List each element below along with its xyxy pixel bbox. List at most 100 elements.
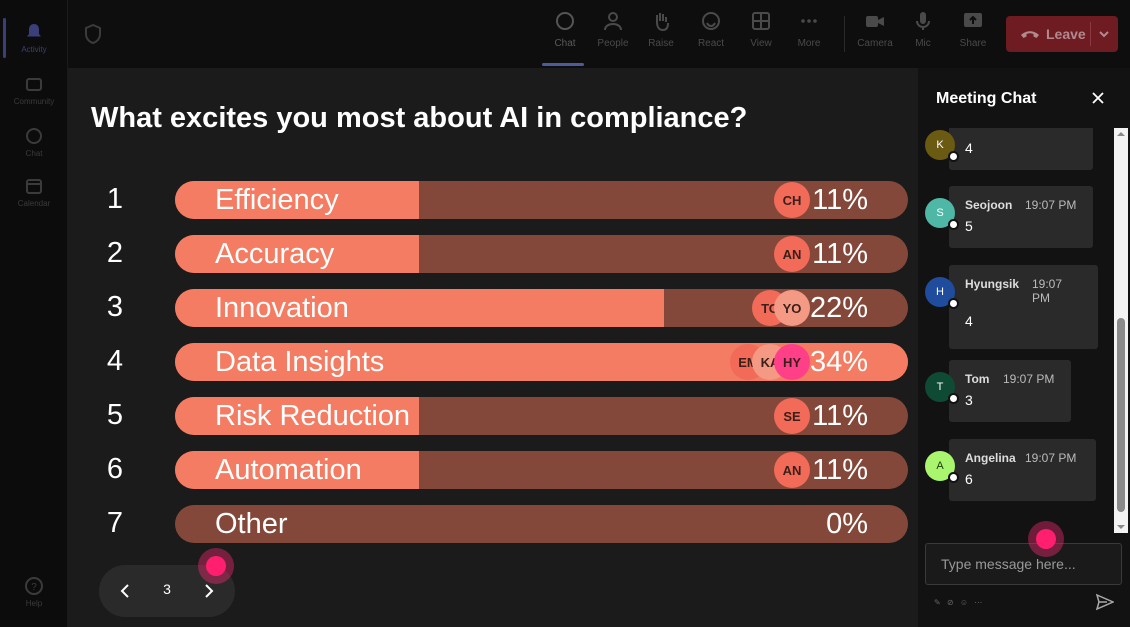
- poll-option-row: 4 Data Insights 34% EM KA HY: [68, 343, 918, 381]
- option-percent: 11%: [812, 454, 868, 486]
- option-number: 2: [106, 237, 124, 269]
- more-icon: [801, 19, 817, 23]
- toolbar-camera-button[interactable]: Camera: [852, 10, 898, 62]
- rail-label: Calendar: [17, 199, 51, 208]
- option-percent: 11%: [812, 238, 868, 270]
- next-page-button[interactable]: [197, 579, 221, 603]
- message-text: 4: [965, 140, 973, 156]
- close-icon[interactable]: [1090, 90, 1106, 106]
- sender-avatar: A: [925, 451, 959, 483]
- smile-icon: [702, 12, 720, 30]
- meeting-chat-panel: Meeting Chat 4 K Seojoon 19:07 PM 5 S Hyungsik…: [918, 68, 1130, 627]
- toolbar-more-button[interactable]: More: [786, 10, 832, 62]
- leave-button[interactable]: Leave: [1006, 16, 1118, 52]
- option-percent: 11%: [812, 400, 868, 432]
- poll-question: What excites you most about AI in compli…: [91, 102, 748, 134]
- sender-avatar: H: [925, 277, 959, 309]
- result-bar: Efficiency 11% CH: [175, 181, 908, 219]
- option-label: Other: [215, 508, 288, 540]
- scrollbar-thumb[interactable]: [1117, 318, 1125, 512]
- result-bar: Risk Reduction 11% SE: [175, 397, 908, 435]
- people-icon: [604, 12, 622, 31]
- option-number: 6: [106, 453, 124, 485]
- option-label: Risk Reduction: [215, 400, 411, 432]
- voter-avatar: YO: [774, 290, 810, 326]
- grid-icon: [752, 12, 770, 30]
- previous-page-button[interactable]: [113, 579, 137, 603]
- chevron-left-icon: [120, 584, 129, 598]
- toolbar-people-button[interactable]: People: [590, 10, 636, 62]
- result-bar-fill: [175, 451, 420, 489]
- chat-header: Meeting Chat: [918, 68, 1130, 128]
- presence-dot: [948, 219, 959, 230]
- result-bar-fill: [175, 235, 420, 273]
- chat-message-list[interactable]: 4 K Seojoon 19:07 PM 5 S Hyungsik 19:07 PM 4 H Tom…: [918, 128, 1130, 533]
- poll-option-row: 5 Risk Reduction 11% SE: [68, 397, 918, 435]
- message-time: 19:07 PM: [1025, 198, 1077, 212]
- poll-option-row: 7 Other 0%: [68, 505, 918, 543]
- sender-avatar: S: [925, 198, 959, 230]
- chevron-right-icon: [205, 584, 214, 598]
- chat-scrollbar[interactable]: [1114, 128, 1128, 533]
- community-icon: [26, 78, 42, 91]
- formatting-options-icon[interactable]: ✎ ⊘ ☺ ⋯: [934, 598, 985, 607]
- shield-icon: [85, 24, 101, 44]
- chat-message-input[interactable]: [925, 543, 1122, 585]
- option-number: 5: [106, 399, 124, 431]
- voter-avatar: AN: [774, 236, 810, 272]
- message-text: 4: [965, 313, 973, 329]
- toolbar-label: Share: [959, 38, 987, 49]
- message-bubble: Angelina 19:07 PM 6: [949, 439, 1096, 501]
- message-time: 19:07 PM: [1032, 277, 1063, 305]
- poll-option-row: 1 Efficiency 11% CH: [68, 181, 918, 219]
- option-number: 4: [106, 345, 124, 377]
- option-percent: 22%: [809, 292, 868, 324]
- rail-item-community[interactable]: Community: [0, 64, 68, 116]
- scroll-up-icon[interactable]: [1117, 130, 1125, 138]
- result-bar-fill: [175, 181, 420, 219]
- chat-title: Meeting Chat: [936, 90, 1037, 107]
- option-percent: 11%: [812, 184, 868, 216]
- avatar-initial: H: [936, 286, 944, 298]
- option-label: Data Insights: [215, 346, 385, 378]
- option-percent: 0%: [826, 508, 868, 540]
- rail-item-calendar[interactable]: Calendar: [0, 166, 68, 218]
- result-bar: Automation 11% AN: [175, 451, 908, 489]
- toolbar-chat-button[interactable]: Chat: [542, 10, 588, 66]
- mic-icon: [916, 12, 930, 30]
- rail-item-activity[interactable]: Activity: [0, 12, 68, 64]
- voter-avatar: CH: [774, 182, 810, 218]
- toolbar-mic-button[interactable]: Mic: [900, 10, 946, 62]
- toolbar-label: View: [750, 38, 772, 49]
- rail-item-chat[interactable]: Chat: [0, 116, 68, 168]
- meeting-toolbar: Chat People Raise React View More Camera…: [68, 0, 1130, 68]
- message-bubble: Hyungsik 19:07 PM 4: [949, 265, 1098, 349]
- toolbar-share-button[interactable]: Share: [950, 10, 996, 62]
- chat-icon: [26, 128, 42, 144]
- toolbar-raise-button[interactable]: Raise: [638, 10, 684, 62]
- toolbar-view-button[interactable]: View: [738, 10, 784, 62]
- result-bar: Data Insights 34% EM KA HY: [175, 343, 908, 381]
- sender-name: Tom: [965, 372, 990, 386]
- rail-label: Chat: [25, 149, 43, 158]
- scroll-down-icon[interactable]: [1117, 523, 1125, 531]
- rail-label: Activity: [21, 45, 47, 54]
- voter-avatar: HY: [774, 344, 810, 380]
- option-number: 3: [106, 291, 124, 323]
- result-bar-fill: [175, 289, 664, 327]
- hang-up-icon: [1021, 31, 1039, 38]
- send-icon[interactable]: [1096, 593, 1114, 611]
- toolbar-label: People: [597, 38, 629, 49]
- help-icon: ?: [25, 577, 43, 595]
- option-label: Accuracy: [215, 238, 335, 270]
- option-label: Innovation: [215, 292, 349, 324]
- chevron-down-icon[interactable]: [1098, 28, 1110, 40]
- rail-item-help[interactable]: ? Help: [0, 566, 68, 618]
- message-bubble: 4: [949, 128, 1093, 170]
- rail-label: Community: [13, 97, 55, 106]
- toolbar-divider: [844, 16, 845, 52]
- result-bar-fill: [175, 397, 420, 435]
- toolbar-react-button[interactable]: React: [688, 10, 734, 62]
- presence-dot: [948, 298, 959, 309]
- poll-results-panel: What excites you most about AI in compli…: [68, 68, 918, 627]
